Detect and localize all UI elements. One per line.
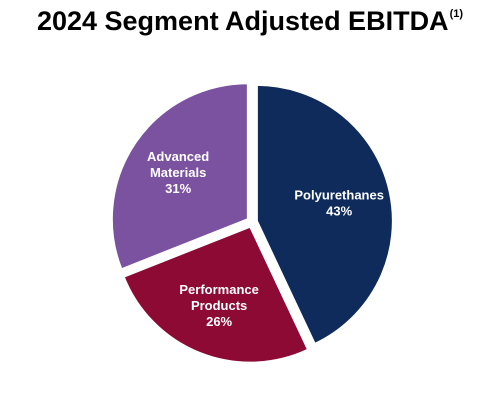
chart-title: 2024 Segment Adjusted EBITDA(1) [0, 6, 500, 37]
pie-slices [110, 82, 394, 364]
slice-value-label: 26% [206, 314, 232, 329]
pie-slice-performance-products [122, 225, 310, 364]
chart-title-text: 2024 Segment Adjusted EBITDA [36, 6, 449, 36]
chart-title-footnote: (1) [449, 8, 464, 20]
pie-labels: Polyurethanes 43% Performance Products 26% Ad… [147, 149, 384, 329]
slice-label-performance-products: Performance Products 26% [179, 282, 258, 329]
slice-value-label: 43% [326, 204, 352, 219]
slice-name-label: Polyurethanes [294, 188, 384, 203]
slice-name-label: Products [191, 298, 247, 313]
slice-name-label: Performance [179, 282, 258, 297]
slice-name-label: Advanced [147, 149, 209, 164]
slice-label-advanced-materials: Advanced Materials 31% [147, 149, 209, 196]
pie-slice-advanced-materials [110, 82, 249, 271]
pie-slice-polyurethanes [255, 83, 394, 346]
slice-value-label: 31% [165, 181, 191, 196]
slice-label-polyurethanes: Polyurethanes 43% [294, 188, 384, 219]
slice-name-label: Materials [150, 165, 206, 180]
